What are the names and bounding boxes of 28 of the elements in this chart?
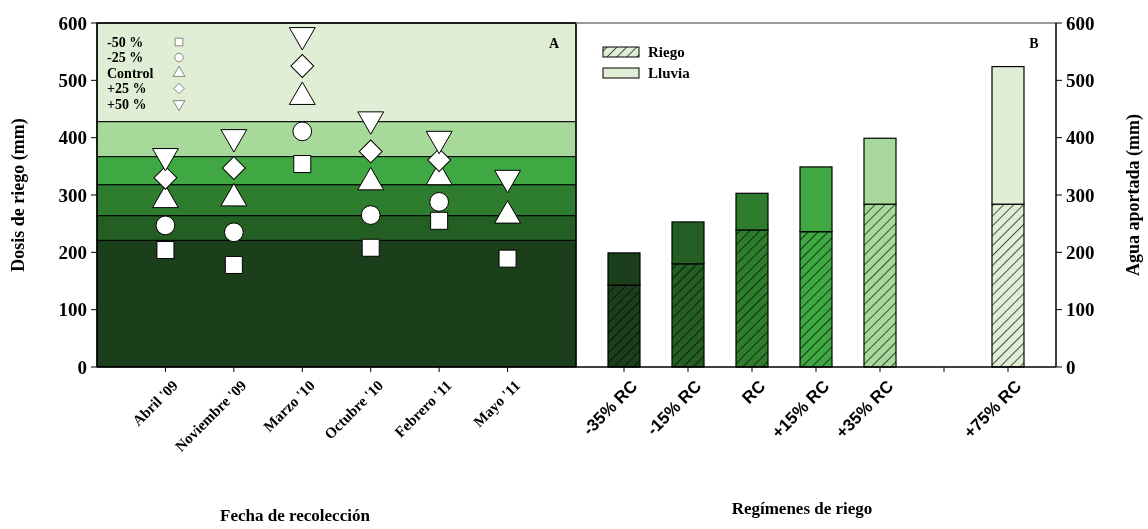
y-tick-label: 300 — [58, 184, 87, 206]
legend-label: Control — [107, 65, 154, 81]
y2-tick-label: 300 — [1066, 184, 1095, 206]
y-tick-label: 0 — [77, 356, 87, 378]
y-tick-label: 500 — [58, 69, 87, 91]
y-tick-label: 100 — [58, 299, 87, 321]
legend-label: Lluvia — [648, 65, 691, 82]
y2-tick-label: 200 — [1066, 241, 1095, 263]
annotation: A — [548, 36, 560, 51]
y2-tick-label: 600 — [1066, 12, 1095, 34]
legend-label: -50 % — [107, 34, 144, 50]
annotation: B — [1029, 36, 1039, 51]
y2-tick-label: 400 — [1066, 127, 1095, 149]
x-axis-title: Regímenes de riego — [731, 499, 873, 518]
y2-tick-label: 0 — [1066, 356, 1076, 378]
legend-label: -25 % — [107, 50, 144, 66]
y-tick-label: 600 — [58, 12, 87, 34]
y-tick-label: 200 — [58, 241, 87, 263]
y2-axis-title: Agua aportada (mm) — [1123, 114, 1145, 276]
legend-label: +50 % — [107, 96, 147, 112]
y-axis-title: Dosis de riego (mm) — [8, 118, 30, 272]
y2-tick-label: 100 — [1066, 299, 1095, 321]
y-tick-label: 400 — [58, 127, 87, 149]
legend-label: +25 % — [107, 81, 147, 97]
x-axis-title: Fecha de recolección — [220, 506, 371, 525]
legend-label: Riego — [648, 44, 685, 61]
y2-tick-label: 500 — [1066, 69, 1095, 91]
x-tick-label: RC — [738, 376, 770, 408]
